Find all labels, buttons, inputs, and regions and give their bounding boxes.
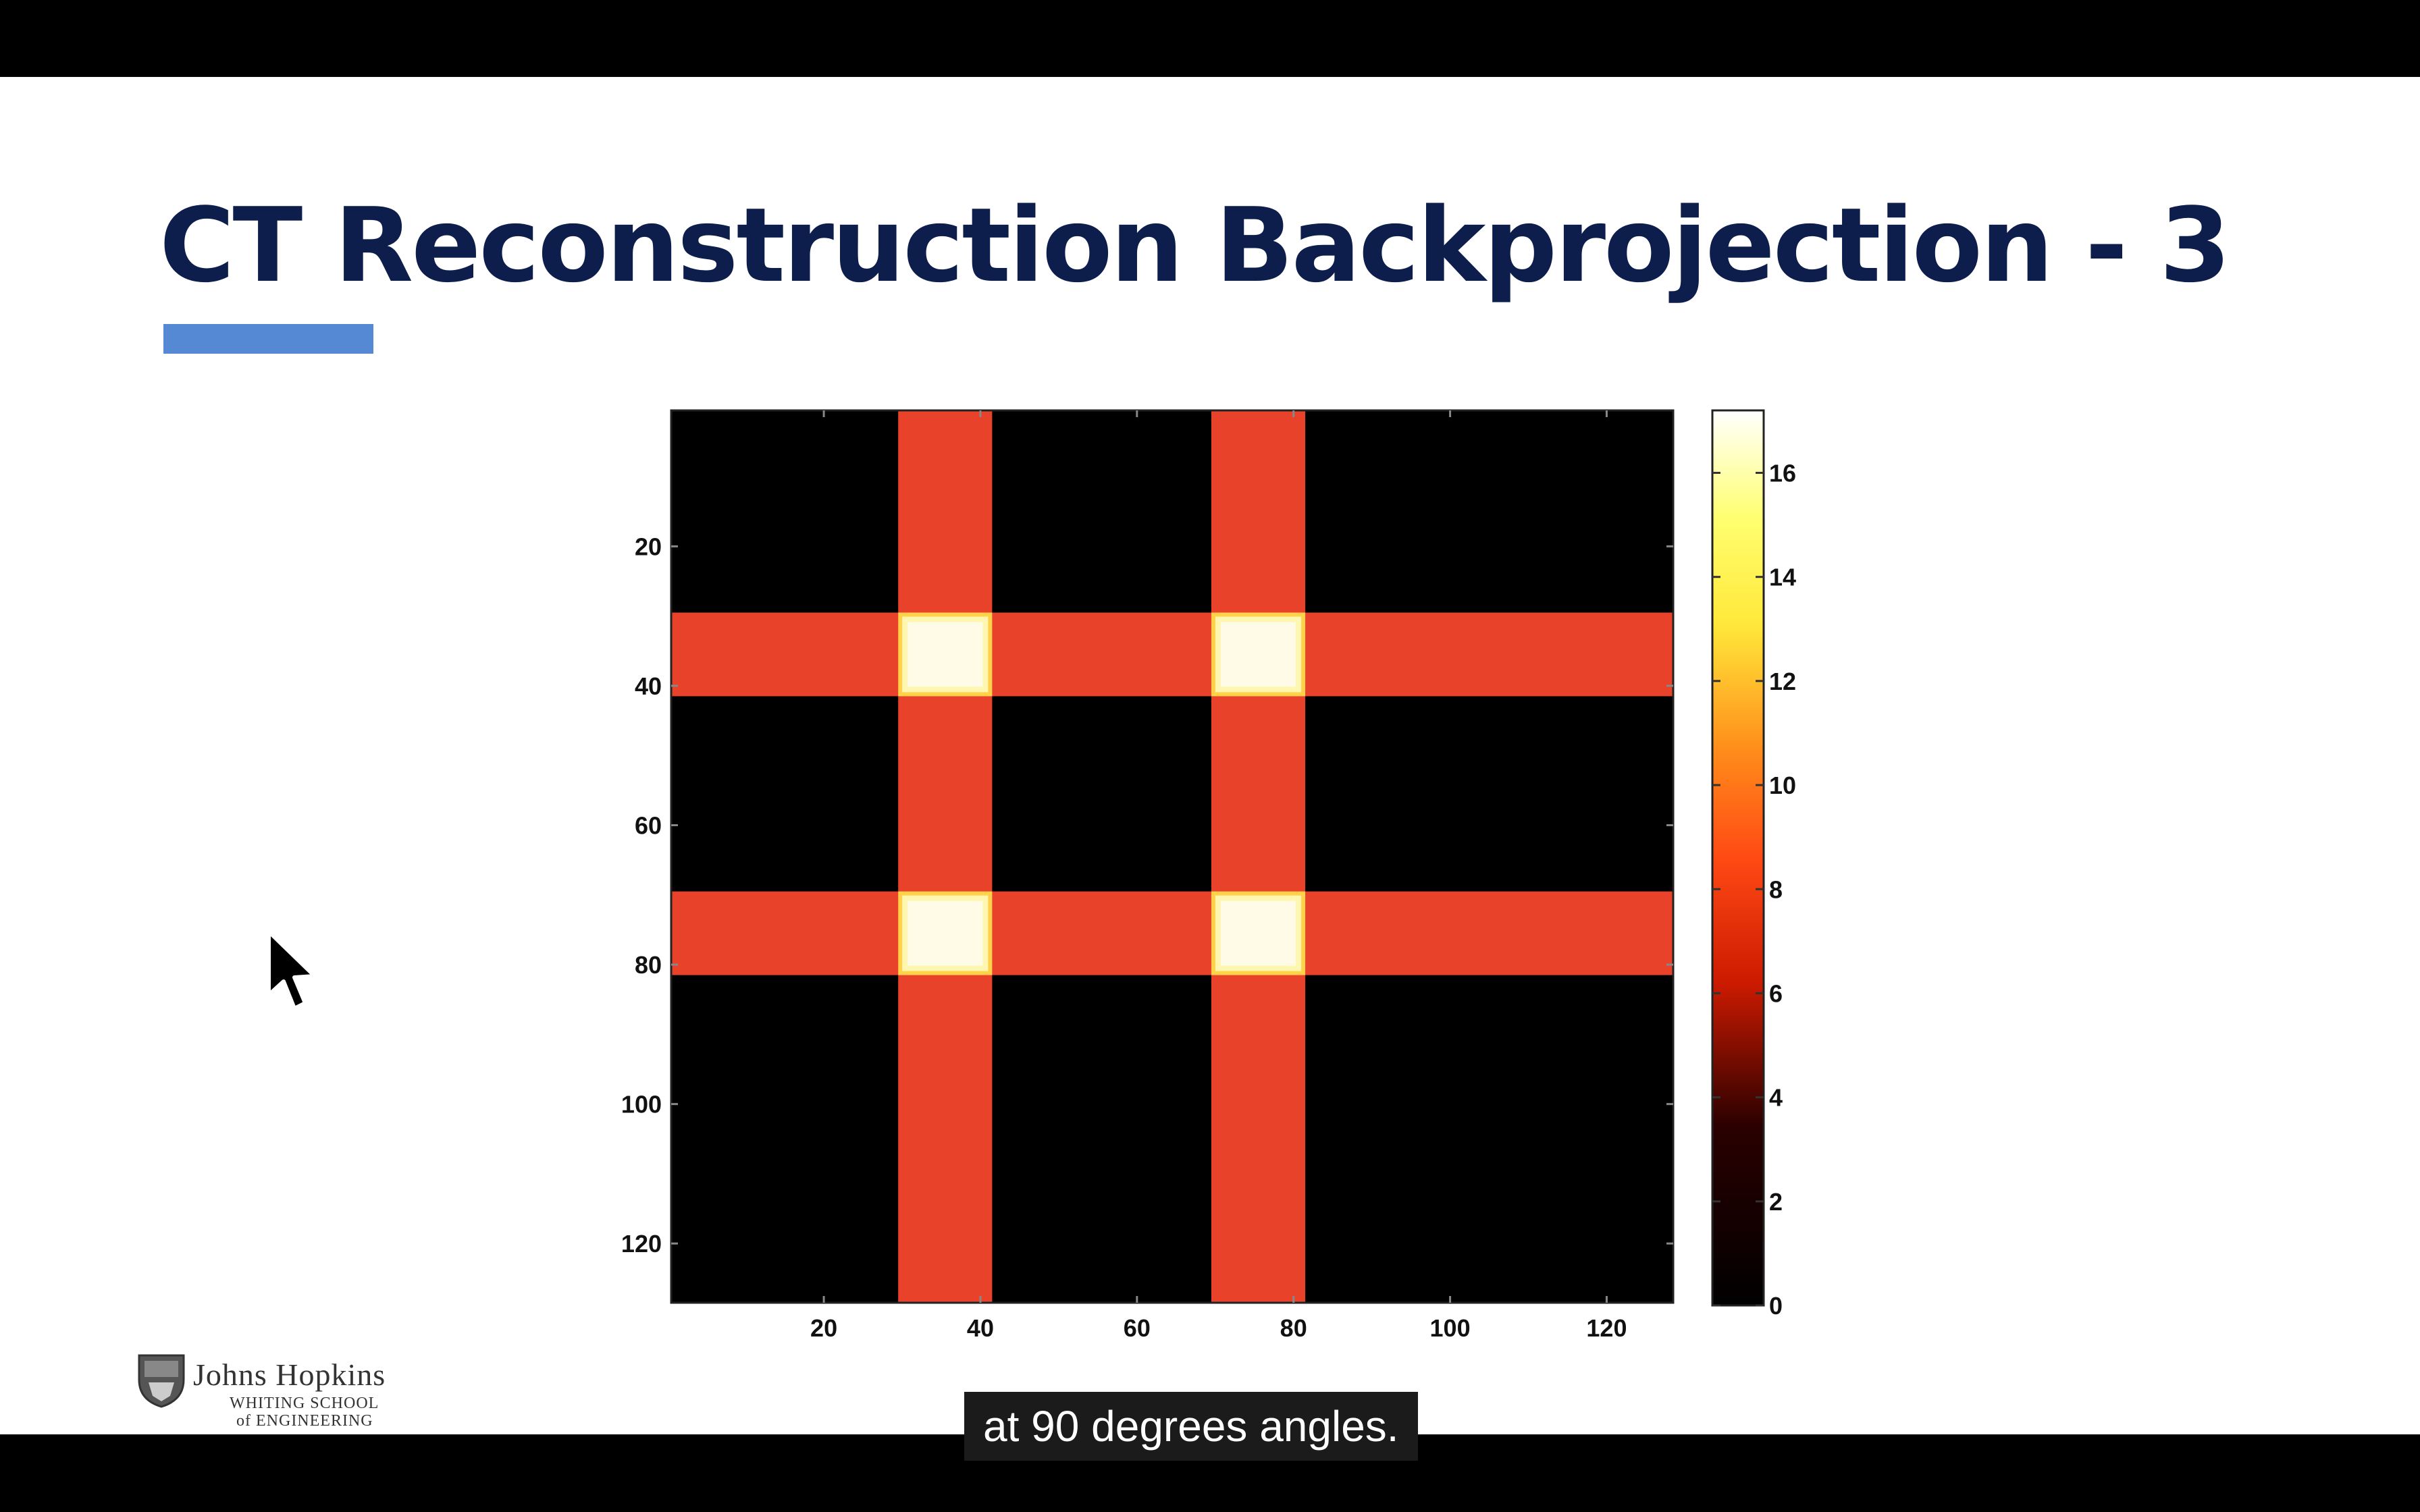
y-axis-ticks: 20 40 60 80 100 120: [621, 533, 1673, 1258]
x-tick-label-80: 80: [1280, 1314, 1307, 1342]
colorbar-tick-label-8: 8: [1769, 875, 1783, 903]
bands-layer: [671, 410, 1673, 1303]
colorbar-tick-label-6: 6: [1769, 979, 1783, 1007]
slide: CT Reconstruction Backprojection - 3 20 4…: [0, 77, 2420, 1434]
x-tick-label-20: 20: [810, 1314, 837, 1342]
shield-icon: [138, 1354, 185, 1408]
logo-subtitle-line1: WHITING SCHOOL: [230, 1395, 379, 1412]
y-tick-label-120: 120: [621, 1230, 662, 1258]
colorbar-tick-label-12: 12: [1769, 668, 1796, 695]
y-tick-label-80: 80: [635, 951, 662, 979]
logo-subtitle-line2: of ENGINEERING: [236, 1412, 373, 1430]
intersection-2-1: [908, 900, 983, 966]
horizontal-band-2: [671, 891, 1673, 975]
intersection-1-1: [908, 622, 983, 687]
colorbar-tick-label-2: 2: [1769, 1188, 1783, 1216]
x-tick-label-120: 120: [1586, 1314, 1627, 1342]
colorbar-gradient: [1711, 409, 1765, 1307]
y-tick-label-60: 60: [635, 812, 662, 840]
vertical-band-1: [898, 410, 993, 1303]
colorbar-tick-label-0: 0: [1769, 1292, 1783, 1320]
plot-frame: [670, 409, 1675, 1304]
x-axis-ticks: 20 40 60 80 100 120: [810, 410, 1627, 1342]
colorbar-tick-label-16: 16: [1769, 460, 1796, 487]
y-tick-label-100: 100: [621, 1091, 662, 1118]
subtitle-caption: at 90 degrees angles.: [964, 1392, 1418, 1461]
x-tick-label-40: 40: [967, 1314, 994, 1342]
x-tick-label-60: 60: [1124, 1314, 1151, 1342]
y-tick-label-40: 40: [635, 672, 662, 700]
title-accent-bar: [163, 324, 373, 354]
intersections-layer: [898, 612, 1306, 975]
slide-title: CT Reconstruction Backprojection - 3: [159, 186, 2231, 305]
colorbar-ticks: 0 2 4 6 8 10 12 14 16: [1712, 460, 1796, 1320]
plot-background: [671, 410, 1673, 1303]
colorbar-tick-label-14: 14: [1769, 564, 1796, 591]
logo-name: Johns Hopkins: [193, 1357, 386, 1392]
y-tick-label-20: 20: [635, 533, 662, 560]
colorbar-tick-label-10: 10: [1769, 772, 1796, 799]
vertical-band-2: [1211, 410, 1306, 1303]
colorbar-tick-label-4: 4: [1769, 1084, 1783, 1112]
intersection-2-2: [1220, 900, 1296, 966]
heatmap-plot: 20 40 60 80 100 120 20 40 60 80 100 120: [621, 409, 1675, 1342]
heatmap-figure: 20 40 60 80 100 120 20 40 60 80 100 120 0 2 4 6 8 10 12 1…: [621, 409, 1796, 1342]
intersection-1-2: [1220, 622, 1296, 687]
johns-hopkins-logo: Johns Hopkins WHITING SCHOOL of ENGINEER…: [135, 1353, 419, 1434]
arrow-cursor-icon: [267, 929, 317, 1010]
top-letterbox: [0, 0, 2420, 77]
colorbar: 0 2 4 6 8 10 12 14 16: [1711, 409, 1796, 1320]
horizontal-band-1: [671, 612, 1673, 697]
x-tick-label-100: 100: [1430, 1314, 1471, 1342]
